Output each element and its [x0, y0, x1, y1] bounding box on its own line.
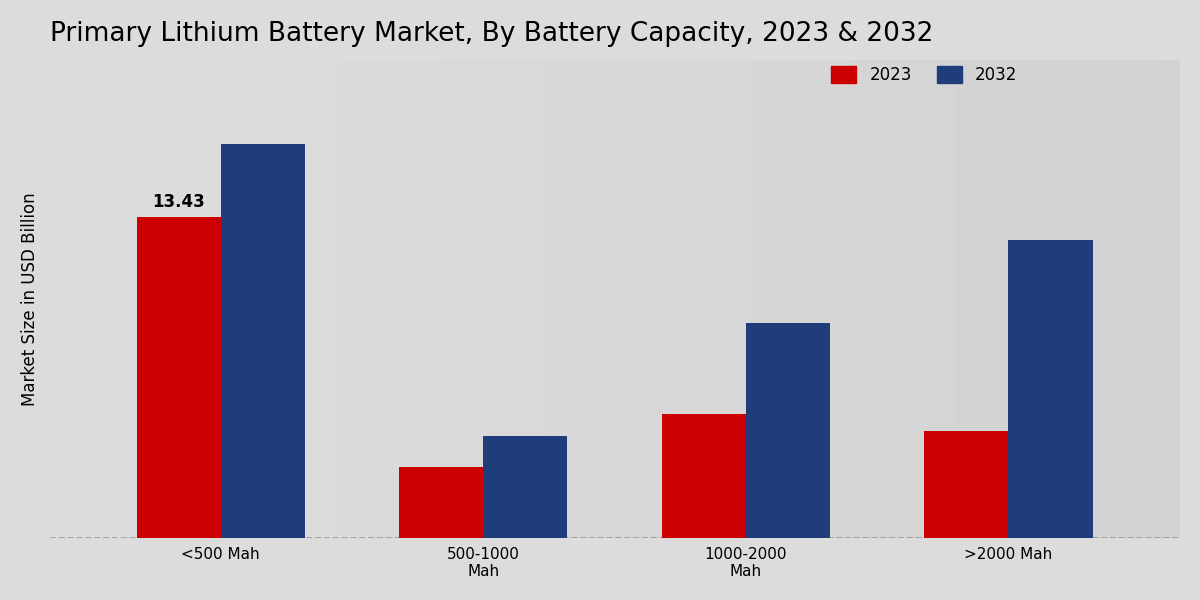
Bar: [746, 323, 830, 538]
Text: Primary Lithium Battery Market, By Battery Capacity, 2023 & 2032: Primary Lithium Battery Market, By Batte…: [50, 21, 934, 47]
Bar: [484, 436, 568, 538]
Bar: [137, 217, 221, 538]
Legend: 2023, 2032: 2023, 2032: [824, 59, 1024, 91]
Bar: [221, 144, 305, 538]
Bar: [1008, 239, 1092, 538]
Bar: [924, 431, 1008, 538]
Bar: [662, 414, 746, 538]
Bar: [400, 467, 484, 538]
Y-axis label: Market Size in USD Billion: Market Size in USD Billion: [20, 193, 38, 406]
Text: 13.43: 13.43: [152, 193, 205, 211]
